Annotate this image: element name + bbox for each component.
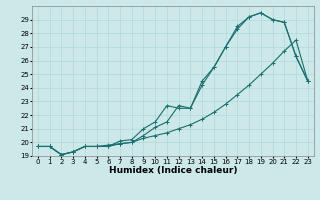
X-axis label: Humidex (Indice chaleur): Humidex (Indice chaleur): [108, 166, 237, 175]
